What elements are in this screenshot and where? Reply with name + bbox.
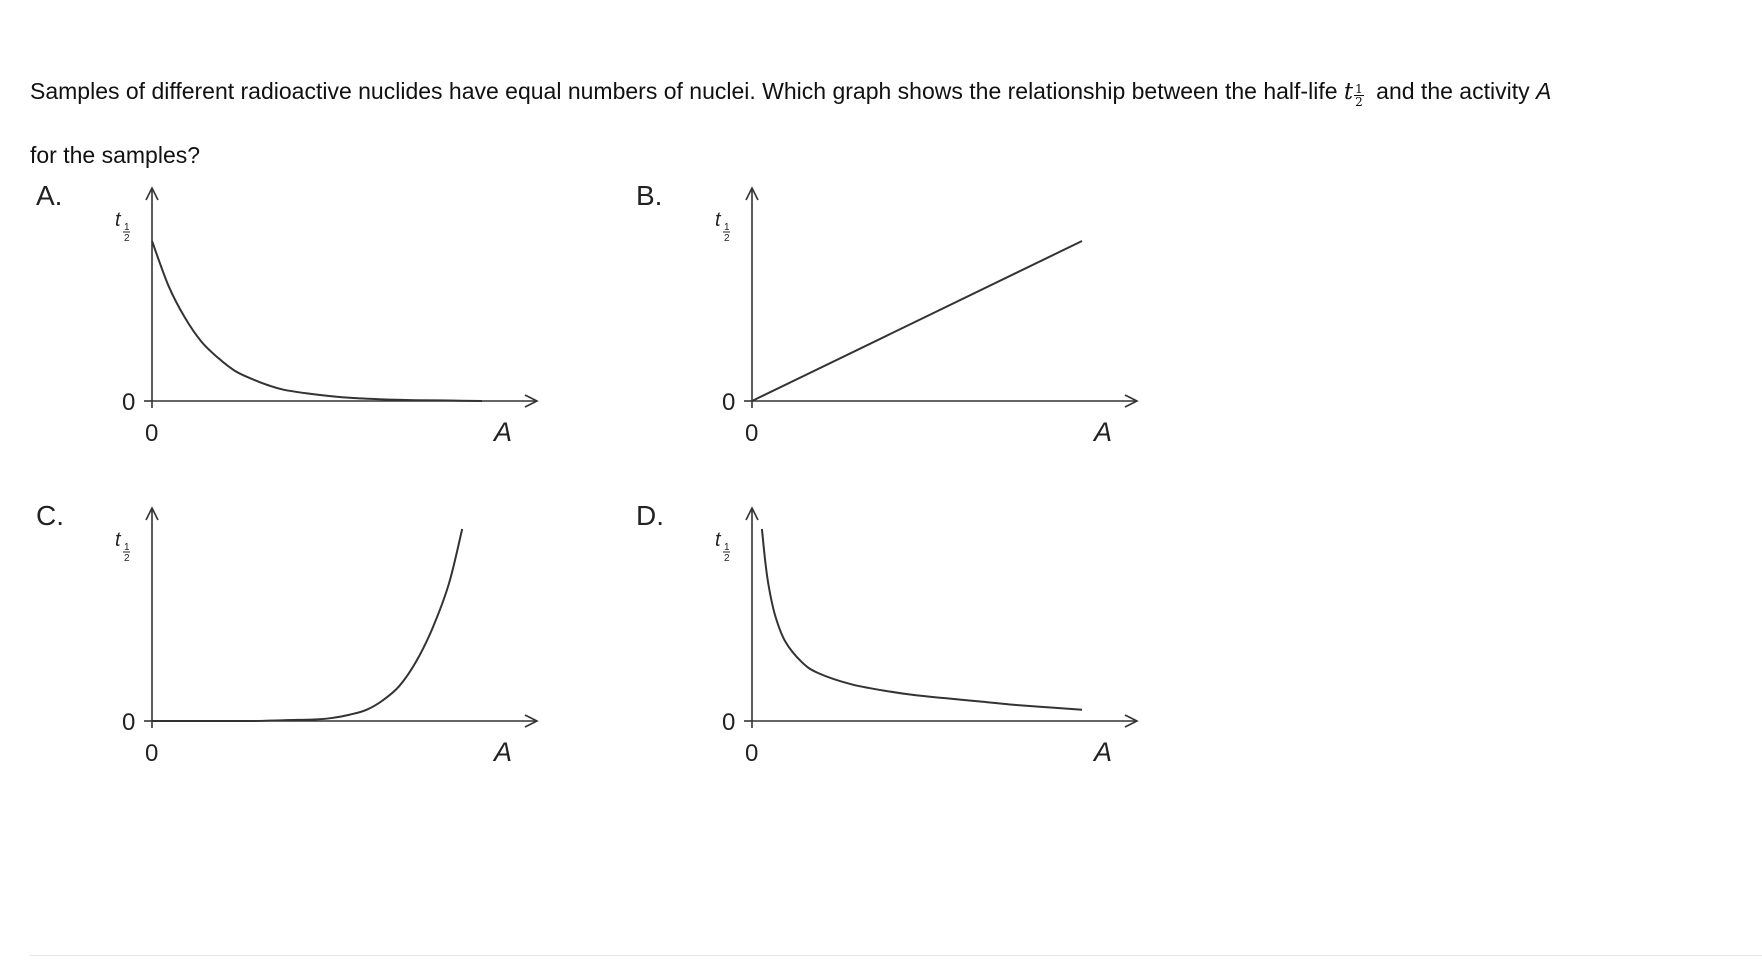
y-axis-label: t	[115, 209, 122, 231]
x-origin-label: 0	[145, 740, 158, 767]
y-axis-label-sub-num: 1	[124, 222, 130, 233]
x-axis-label: A	[492, 737, 512, 767]
subscript-denominator: 2	[1355, 95, 1363, 110]
y-axis-arrowhead	[745, 506, 759, 521]
y-axis-label-sub-den: 2	[724, 553, 730, 564]
x-origin-label: 0	[745, 740, 758, 767]
subscript-numerator: 1	[1354, 82, 1364, 97]
y-axis-label-sub-den: 2	[124, 553, 130, 564]
option-b-letter[interactable]: B.	[636, 180, 663, 211]
question-text-middle: and the activity	[1376, 78, 1530, 104]
x-axis-label: A	[1092, 737, 1112, 767]
y-axis-label-sub-num: 1	[724, 542, 730, 553]
y-origin-label: 0	[722, 389, 735, 416]
y-axis-label: t	[715, 529, 722, 551]
x-axis-arrowhead	[1124, 394, 1139, 408]
y-axis-arrowhead	[145, 186, 159, 201]
graph-option-c[interactable]: 00 At 12	[115, 506, 539, 767]
data-curve	[152, 528, 464, 723]
y-origin-label: 0	[122, 709, 135, 736]
x-origin-label: 0	[745, 420, 758, 447]
activity-symbol: A	[1535, 78, 1552, 104]
divider	[30, 955, 1762, 956]
option-a-letter[interactable]: A.	[36, 180, 63, 211]
question-text-after: for the samples?	[30, 142, 201, 168]
y-axis-label: t	[715, 209, 722, 231]
y-axis-label: t	[115, 529, 122, 551]
x-axis-arrowhead	[1124, 714, 1139, 728]
y-origin-label: 0	[122, 389, 135, 416]
question-text-before: Samples of different radioactive nuclide…	[30, 78, 1338, 104]
y-axis-label-sub-den: 2	[124, 233, 130, 244]
x-axis-arrowhead	[524, 714, 539, 728]
graph-option-a[interactable]: 00 At 12	[115, 186, 539, 447]
y-axis-label-sub-num: 1	[724, 222, 730, 233]
y-axis-arrowhead	[745, 186, 759, 201]
data-curve	[151, 240, 483, 402]
x-origin-label: 0	[145, 420, 158, 447]
x-axis-arrowhead	[524, 394, 539, 408]
option-c-letter[interactable]: C.	[36, 500, 64, 531]
y-axis-label-sub-num: 1	[124, 542, 130, 553]
graph-option-d[interactable]: 00 At 12	[715, 506, 1139, 767]
y-axis-arrowhead	[145, 506, 159, 521]
half-life-symbol: t	[1343, 79, 1354, 105]
option-d-letter[interactable]: D.	[636, 500, 664, 531]
data-curve	[760, 528, 1083, 711]
x-axis-label: A	[1092, 417, 1112, 447]
x-axis-label: A	[492, 417, 512, 447]
graph-option-b[interactable]: 00 At 12	[715, 186, 1139, 447]
y-axis-label-sub-den: 2	[724, 233, 730, 244]
question-text: Samples of different radioactive nuclide…	[30, 60, 1750, 187]
y-origin-label: 0	[722, 709, 735, 736]
data-curve	[751, 240, 1083, 402]
